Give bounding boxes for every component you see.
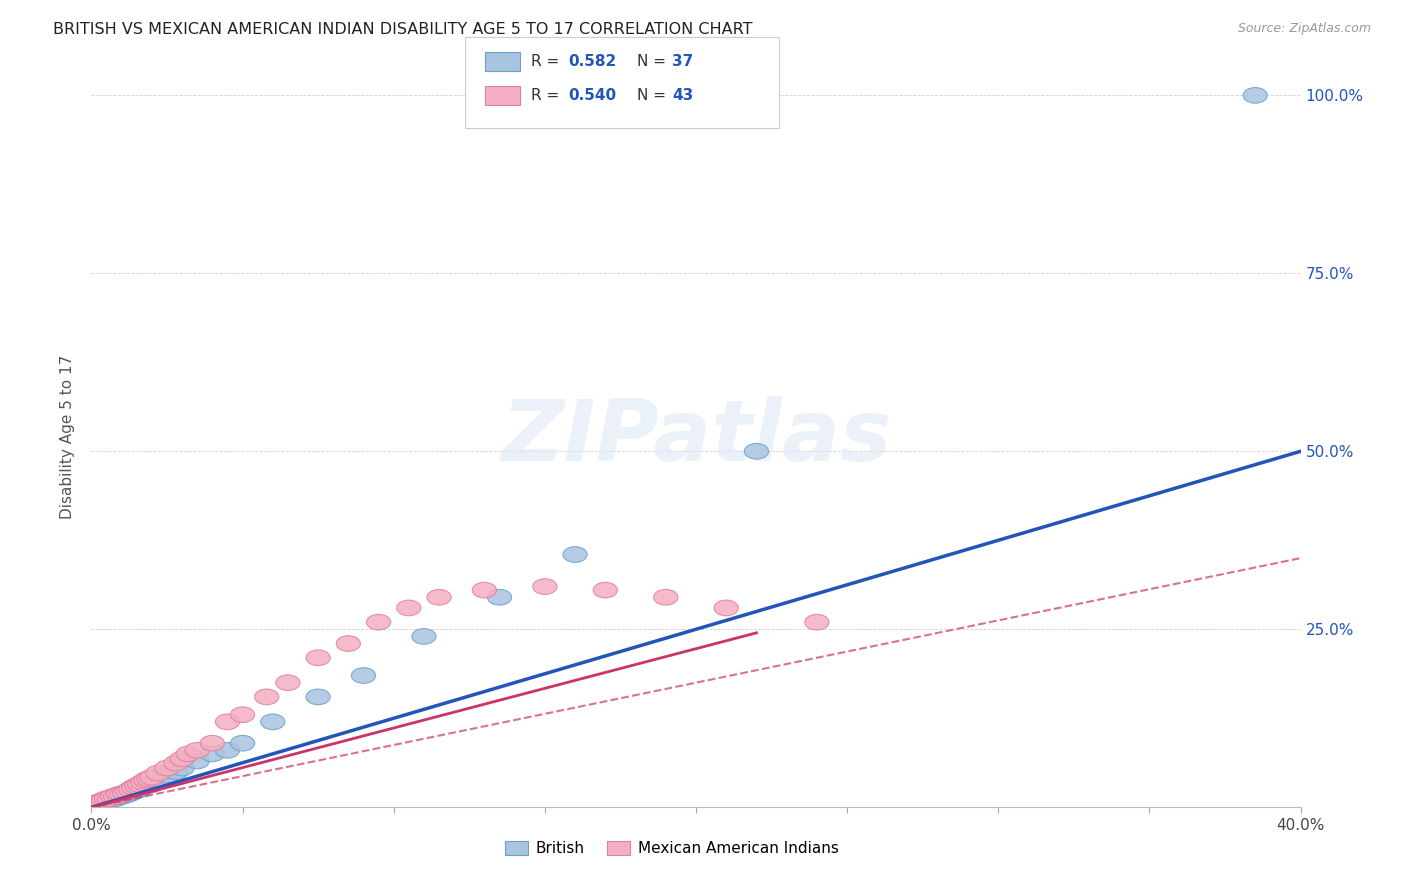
Ellipse shape — [254, 690, 278, 705]
Text: 0.540: 0.540 — [568, 88, 616, 103]
Ellipse shape — [125, 781, 149, 797]
Text: BRITISH VS MEXICAN AMERICAN INDIAN DISABILITY AGE 5 TO 17 CORRELATION CHART: BRITISH VS MEXICAN AMERICAN INDIAN DISAB… — [53, 22, 754, 37]
Ellipse shape — [100, 789, 125, 805]
Ellipse shape — [744, 443, 769, 459]
Ellipse shape — [200, 746, 225, 762]
Ellipse shape — [176, 746, 200, 762]
Ellipse shape — [110, 789, 134, 805]
Ellipse shape — [139, 777, 165, 792]
Ellipse shape — [352, 668, 375, 683]
Ellipse shape — [89, 795, 112, 810]
Ellipse shape — [107, 787, 131, 802]
Ellipse shape — [83, 796, 107, 812]
Text: N =: N = — [637, 88, 671, 103]
Ellipse shape — [200, 735, 225, 751]
Text: Source: ZipAtlas.com: Source: ZipAtlas.com — [1237, 22, 1371, 36]
Ellipse shape — [231, 735, 254, 751]
Ellipse shape — [488, 590, 512, 605]
Ellipse shape — [146, 765, 170, 780]
Ellipse shape — [110, 787, 134, 802]
Ellipse shape — [122, 780, 146, 795]
Ellipse shape — [139, 770, 165, 785]
Ellipse shape — [412, 629, 436, 644]
Ellipse shape — [122, 784, 146, 799]
Text: 37: 37 — [672, 54, 693, 69]
Ellipse shape — [307, 650, 330, 665]
Legend: British, Mexican American Indians: British, Mexican American Indians — [499, 835, 845, 863]
Ellipse shape — [89, 794, 112, 809]
Ellipse shape — [186, 742, 209, 758]
Ellipse shape — [112, 785, 136, 801]
Ellipse shape — [367, 615, 391, 630]
Ellipse shape — [94, 791, 118, 806]
Text: R =: R = — [531, 88, 565, 103]
Ellipse shape — [131, 774, 155, 790]
Ellipse shape — [427, 590, 451, 605]
Ellipse shape — [94, 792, 118, 808]
Ellipse shape — [104, 789, 128, 805]
Ellipse shape — [128, 781, 152, 797]
Ellipse shape — [593, 582, 617, 598]
Ellipse shape — [136, 771, 160, 787]
Ellipse shape — [533, 579, 557, 594]
Ellipse shape — [714, 600, 738, 615]
Ellipse shape — [336, 636, 360, 651]
Ellipse shape — [128, 777, 152, 792]
Ellipse shape — [231, 706, 254, 723]
Ellipse shape — [155, 767, 179, 783]
Y-axis label: Disability Age 5 to 17: Disability Age 5 to 17 — [60, 355, 76, 519]
Ellipse shape — [1243, 87, 1267, 103]
Ellipse shape — [215, 714, 239, 730]
Ellipse shape — [125, 778, 149, 794]
Ellipse shape — [136, 777, 160, 792]
Ellipse shape — [170, 751, 194, 767]
Ellipse shape — [562, 547, 588, 562]
Ellipse shape — [91, 795, 115, 810]
Ellipse shape — [112, 787, 136, 802]
Ellipse shape — [146, 772, 170, 788]
Ellipse shape — [215, 742, 239, 758]
Text: ZIPatlas: ZIPatlas — [501, 395, 891, 479]
Ellipse shape — [86, 795, 110, 810]
Ellipse shape — [165, 756, 188, 771]
Ellipse shape — [86, 796, 110, 812]
Ellipse shape — [100, 791, 125, 806]
Ellipse shape — [396, 600, 420, 615]
Text: R =: R = — [531, 54, 565, 69]
Ellipse shape — [91, 792, 115, 808]
Ellipse shape — [115, 784, 139, 799]
Ellipse shape — [107, 789, 131, 805]
Ellipse shape — [86, 796, 110, 812]
Ellipse shape — [170, 760, 194, 776]
Ellipse shape — [131, 780, 155, 795]
Text: N =: N = — [637, 54, 671, 69]
Ellipse shape — [155, 760, 179, 776]
Ellipse shape — [276, 675, 299, 690]
Ellipse shape — [654, 590, 678, 605]
Ellipse shape — [97, 791, 122, 806]
Ellipse shape — [307, 690, 330, 705]
Text: 0.582: 0.582 — [568, 54, 616, 69]
Ellipse shape — [97, 792, 122, 808]
Ellipse shape — [89, 796, 112, 812]
Ellipse shape — [118, 785, 143, 801]
Ellipse shape — [118, 781, 143, 797]
Ellipse shape — [165, 764, 188, 780]
Text: 43: 43 — [672, 88, 693, 103]
Ellipse shape — [134, 778, 157, 794]
Ellipse shape — [186, 753, 209, 769]
Ellipse shape — [134, 772, 157, 788]
Ellipse shape — [83, 796, 107, 812]
Ellipse shape — [472, 582, 496, 598]
Ellipse shape — [104, 791, 128, 806]
Ellipse shape — [260, 714, 285, 730]
Ellipse shape — [804, 615, 830, 630]
Ellipse shape — [115, 787, 139, 802]
